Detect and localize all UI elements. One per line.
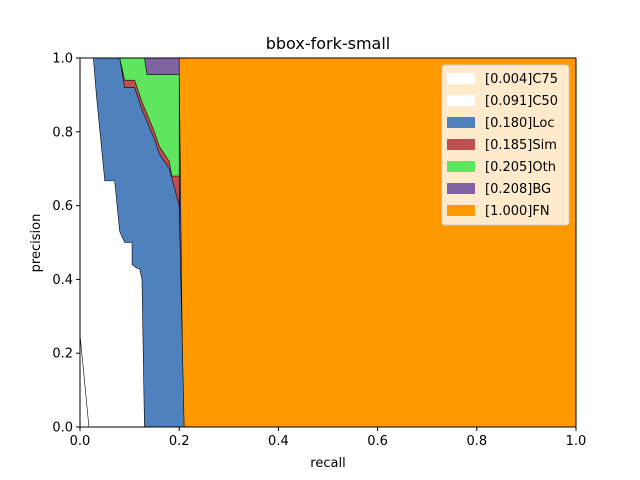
x-tick-label: 1.0: [566, 434, 587, 449]
legend-label-oth: [0.205]Oth: [485, 160, 556, 175]
y-tick-label: 0.8: [52, 125, 73, 140]
area-c50: [80, 58, 145, 427]
plot-frame: [79, 57, 577, 428]
legend: [0.004]C75 [0.091]C50 [0.180]Loc [0.185]Sim…: [441, 64, 570, 226]
y-axis-label: precision: [29, 214, 44, 273]
y-tick-label: 0.6: [52, 199, 73, 214]
x-axis-label: recall: [310, 456, 345, 471]
area-c75: [80, 334, 90, 427]
x-tick-label: 0.8: [466, 434, 487, 449]
x-tick-label: 0.4: [268, 434, 289, 449]
legend-label-bg: [0.208]BG: [485, 182, 551, 197]
legend-swatch-sim: [447, 139, 475, 150]
y-tick-label: 0.0: [52, 421, 73, 436]
y-tick-label: 0.4: [52, 273, 73, 288]
legend-swatch-fn: [447, 205, 475, 216]
legend-label-c50: [0.091]C50: [485, 94, 558, 109]
legend-swatch-loc: [447, 117, 475, 128]
x-tick-label: 0.2: [169, 434, 190, 449]
legend-swatch-c50: [447, 95, 475, 106]
legend-label-fn: [1.000]FN: [485, 204, 550, 219]
legend-label-loc: [0.180]Loc: [485, 116, 554, 131]
legend-label-sim: [0.185]Sim: [485, 138, 557, 153]
legend-swatch-bg: [447, 183, 475, 194]
y-tick-label: 0.2: [52, 347, 73, 362]
legend-label-c75: [0.004]C75: [485, 72, 558, 87]
y-tick-label: 1.0: [52, 52, 73, 67]
chart-title: bbox-fork-small: [266, 34, 391, 53]
x-tick-label: 0.6: [367, 434, 388, 449]
legend-swatch-oth: [447, 161, 475, 172]
legend-swatch-c75: [447, 73, 475, 84]
x-tick-label: 0.0: [70, 434, 91, 449]
